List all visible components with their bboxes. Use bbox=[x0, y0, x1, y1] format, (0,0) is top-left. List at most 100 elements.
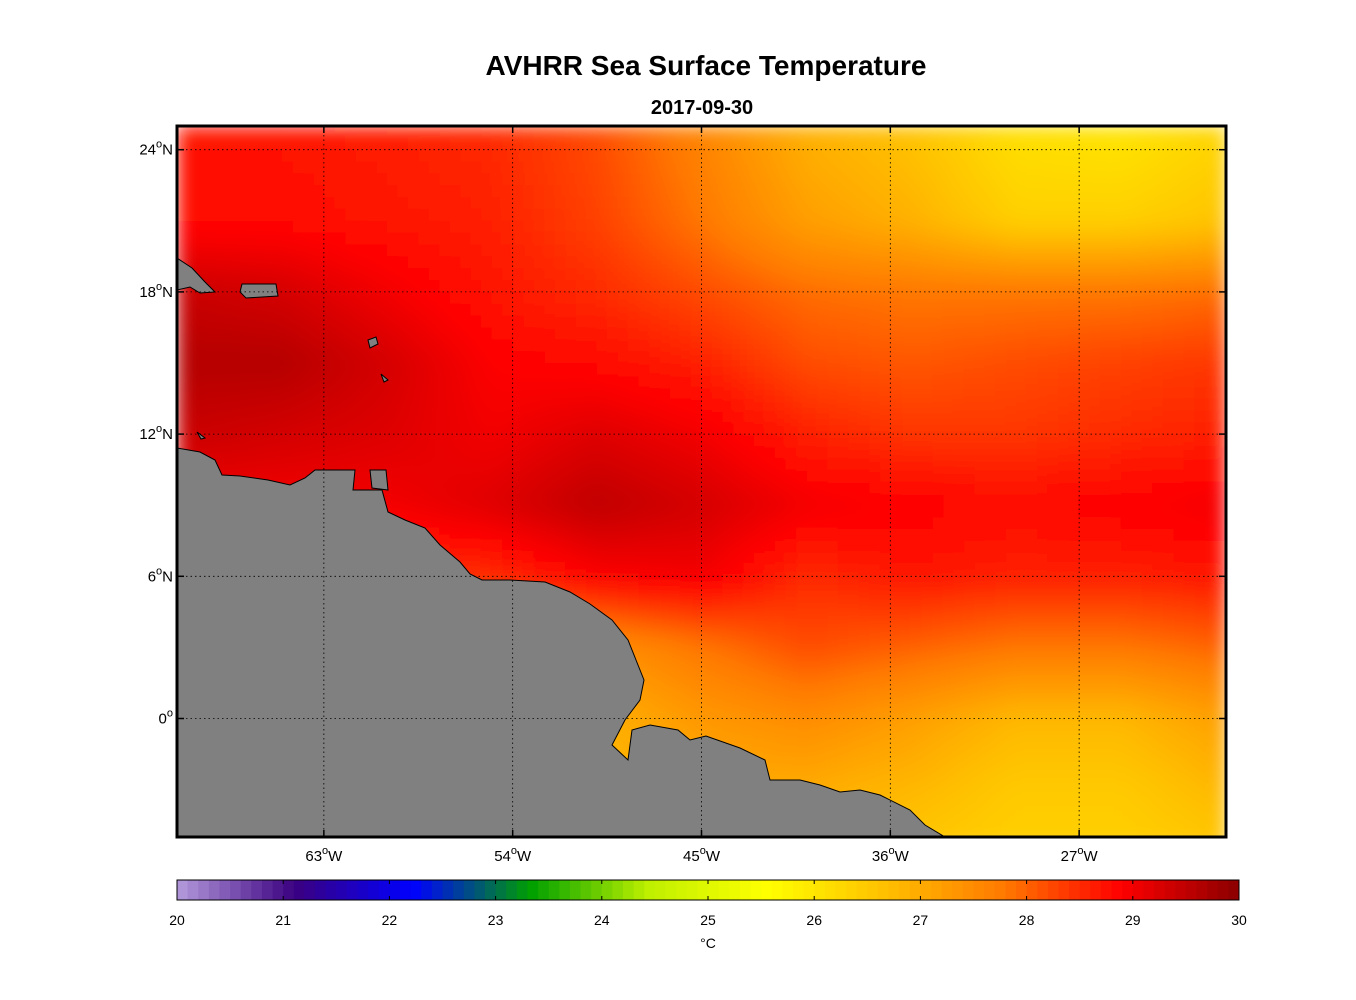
sst-cell bbox=[397, 232, 409, 246]
sst-cell bbox=[1194, 540, 1206, 554]
sst-cell bbox=[1163, 434, 1175, 447]
sst-cell bbox=[397, 291, 409, 305]
sst-cell bbox=[470, 185, 482, 198]
sst-cell bbox=[785, 351, 797, 364]
sst-cell bbox=[827, 149, 839, 163]
sst-cell bbox=[984, 493, 996, 506]
sst-cell bbox=[1037, 339, 1049, 352]
sst-cell bbox=[670, 481, 682, 494]
sst-cell bbox=[418, 161, 430, 174]
sst-cell bbox=[544, 351, 556, 364]
sst-cell bbox=[764, 244, 776, 257]
sst-cell bbox=[1016, 694, 1028, 708]
sst-cell bbox=[942, 161, 954, 174]
sst-cell bbox=[502, 220, 514, 234]
sst-cell bbox=[533, 268, 545, 281]
sst-cell bbox=[795, 671, 807, 684]
sst-cell bbox=[890, 576, 902, 589]
sst-cell bbox=[848, 161, 860, 174]
sst-cell bbox=[1184, 256, 1196, 269]
sst-cell bbox=[512, 351, 524, 364]
sst-cell bbox=[670, 469, 682, 483]
sst-cell bbox=[837, 185, 849, 198]
sst-cell bbox=[1089, 540, 1101, 554]
sst-cell bbox=[208, 137, 220, 151]
sst-cell bbox=[900, 457, 912, 471]
sst-cell bbox=[533, 126, 545, 139]
sst-cell bbox=[932, 208, 944, 222]
sst-cell bbox=[1121, 694, 1133, 708]
sst-cell bbox=[774, 339, 787, 352]
sst-cell bbox=[774, 517, 787, 530]
sst-cell bbox=[764, 422, 776, 435]
sst-cell bbox=[942, 303, 954, 317]
sst-cell bbox=[649, 528, 661, 542]
sst-cell bbox=[995, 363, 1007, 376]
sst-cell bbox=[607, 161, 619, 174]
sst-cell bbox=[932, 351, 944, 364]
sst-cell bbox=[858, 280, 870, 293]
sst-cell bbox=[1142, 694, 1154, 708]
sst-cell bbox=[386, 445, 398, 459]
sst-cell bbox=[984, 137, 996, 151]
sst-cell bbox=[722, 374, 734, 388]
sst-cell bbox=[774, 291, 787, 305]
sst-cell bbox=[837, 410, 849, 423]
sst-cell bbox=[596, 363, 608, 376]
sst-cell bbox=[491, 528, 503, 542]
sst-cell bbox=[1005, 540, 1017, 554]
sst-cell bbox=[1100, 540, 1112, 554]
sst-cell bbox=[439, 445, 451, 459]
sst-cell bbox=[890, 564, 902, 577]
sst-cell bbox=[921, 339, 933, 352]
sst-cell bbox=[586, 363, 598, 376]
sst-cell bbox=[1142, 197, 1154, 210]
sst-cell bbox=[963, 647, 975, 660]
sst-cell bbox=[1089, 600, 1101, 613]
sst-cell bbox=[921, 398, 933, 411]
sst-cell bbox=[323, 445, 335, 459]
sst-cell bbox=[701, 315, 713, 329]
sst-cell bbox=[407, 505, 419, 518]
sst-cell bbox=[554, 457, 566, 471]
sst-cell bbox=[250, 457, 262, 471]
sst-cell bbox=[869, 505, 881, 518]
sst-cell bbox=[806, 635, 818, 648]
sst-cell bbox=[848, 220, 860, 234]
sst-cell bbox=[365, 208, 377, 222]
sst-cell bbox=[722, 434, 734, 447]
sst-cell bbox=[1100, 635, 1112, 648]
sst-cell bbox=[816, 706, 828, 720]
sst-cell bbox=[386, 256, 398, 269]
sst-cell bbox=[953, 291, 965, 305]
sst-cell bbox=[869, 600, 881, 613]
sst-cell bbox=[271, 327, 283, 340]
sst-cell bbox=[1131, 363, 1143, 376]
sst-cell bbox=[502, 291, 514, 305]
sst-cell bbox=[816, 137, 828, 151]
sst-cell bbox=[921, 256, 933, 269]
sst-cell bbox=[449, 161, 461, 174]
sst-cell bbox=[984, 647, 996, 660]
sst-cell bbox=[806, 647, 818, 660]
sst-cell bbox=[774, 469, 787, 483]
sst-cell bbox=[1121, 659, 1133, 672]
sst-cell bbox=[1005, 505, 1017, 518]
sst-cell bbox=[523, 528, 535, 542]
sst-cell bbox=[1173, 564, 1185, 577]
sst-cell bbox=[732, 410, 745, 423]
sst-cell bbox=[355, 469, 367, 483]
sst-cell bbox=[1194, 374, 1206, 388]
sst-cell bbox=[816, 493, 828, 506]
sst-cell bbox=[470, 528, 482, 542]
sst-cell bbox=[533, 374, 545, 388]
sst-cell bbox=[1068, 303, 1080, 317]
sst-cell bbox=[628, 493, 640, 506]
sst-cell bbox=[753, 137, 766, 151]
sst-cell bbox=[680, 280, 692, 293]
sst-cell bbox=[1068, 232, 1080, 246]
sst-cell bbox=[932, 445, 944, 459]
sst-cell bbox=[1205, 386, 1217, 400]
sst-cell bbox=[764, 552, 776, 566]
sst-cell bbox=[617, 505, 629, 518]
